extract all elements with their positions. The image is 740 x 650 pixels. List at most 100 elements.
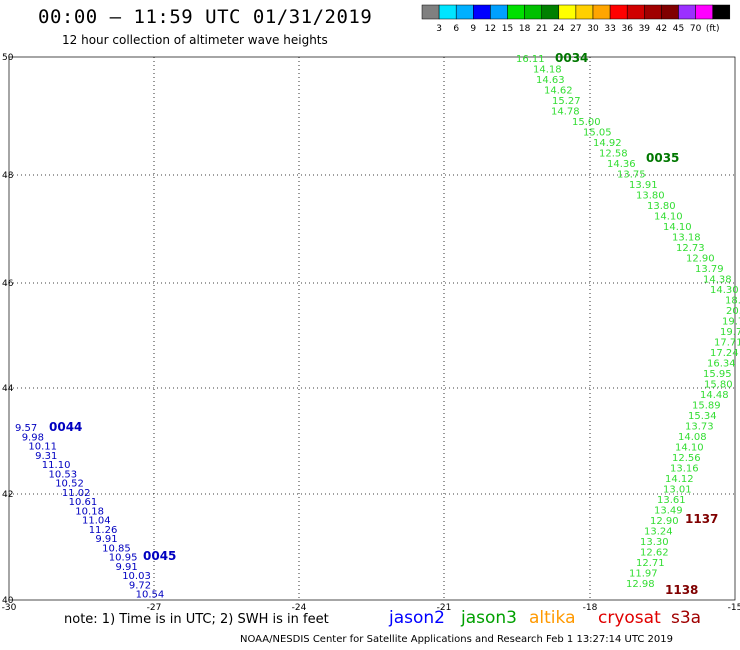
wave-height-label: 9.31 [35, 451, 57, 462]
wave-height-label: 13.30 [640, 537, 669, 548]
wave-height-label: 18.20 [725, 296, 740, 307]
pass-label: 0044 [49, 420, 82, 434]
satellite-name: jason2 [389, 608, 445, 628]
legend-swatch [712, 4, 731, 20]
wave-height-label: 13.80 [647, 201, 676, 212]
legend-label: 3 [436, 24, 442, 34]
wave-height-label: 14.48 [700, 390, 729, 401]
legend-label: 36 [621, 24, 633, 34]
wave-height-label: 10.54 [136, 590, 165, 601]
wave-height-label: 10.61 [69, 497, 98, 508]
legend-swatch [507, 4, 525, 20]
legend-label: 24 [553, 24, 565, 34]
pass-label: 1138 [665, 583, 698, 597]
wave-height-label: 12.98 [626, 579, 655, 590]
wave-height-label: 10.52 [55, 479, 84, 490]
legend-swatch [644, 4, 662, 20]
footer-credit: NOAA/NESDIS Center for Satellite Applica… [240, 634, 673, 645]
wave-height-label: 10.03 [122, 571, 151, 582]
wave-height-label: 11.26 [89, 525, 118, 536]
legend-label: 30 [587, 24, 599, 34]
wave-height-label: 15.95 [703, 369, 732, 380]
legend-swatch [438, 4, 457, 20]
y-tick-label: 42 [2, 490, 13, 500]
wave-height-label: 15.34 [688, 411, 717, 422]
wave-height-label: 9.91 [116, 562, 138, 573]
wave-height-label: 12.90 [686, 254, 715, 265]
wave-height-label: 17.24 [710, 348, 739, 359]
legend-label: 18 [519, 24, 531, 34]
wave-height-label: 14.63 [536, 75, 565, 86]
map-title: 00:00 – 11:59 UTC 01/31/2019 [38, 6, 373, 28]
wave-height-label: 11.10 [42, 460, 71, 471]
pass-label: 0035 [646, 151, 679, 165]
legend-label: 12 [485, 24, 496, 34]
wave-height-label: 13.79 [695, 264, 724, 275]
legend-swatch [524, 4, 542, 20]
map-grid [8, 56, 736, 601]
legend-swatch [421, 4, 440, 20]
wave-height-label: 9.91 [95, 534, 117, 545]
wave-height-label: 14.10 [675, 443, 704, 454]
legend-swatch [490, 4, 508, 20]
satellite-name: cryosat [598, 608, 661, 628]
x-tick-label: -18 [583, 603, 598, 613]
legend-swatch [455, 4, 474, 20]
wave-height-label: 13.61 [657, 495, 686, 506]
wave-height-label: 20.1 [726, 306, 740, 317]
y-tick-label: 44 [2, 384, 14, 394]
legend-swatch [609, 4, 628, 20]
satellite-name: jason3 [461, 608, 517, 628]
legend-swatch [473, 4, 491, 20]
map-subtitle: 12 hour collection of altimeter wave hei… [62, 33, 328, 47]
satellite-name: s3a [671, 608, 702, 628]
y-tick-label: 40 [2, 596, 14, 606]
legend-swatch [558, 4, 577, 20]
map-axes: -30 -27 -24 -21 -18 -15 40 42 44 46 48 50 [2, 53, 740, 613]
legend-label: (ft) [706, 24, 720, 34]
wave-height-label: 12.71 [636, 558, 665, 569]
wave-height-label: 10.53 [49, 469, 78, 480]
wave-height-label: 17.71 [714, 338, 740, 349]
pass-label: 0045 [143, 549, 176, 563]
wave-height-label: 13.91 [629, 180, 658, 191]
wave-height-label: 14.36 [607, 159, 636, 170]
wave-height-label: 14.92 [593, 138, 622, 149]
wave-height-label: 15.80 [704, 380, 733, 391]
y-tick-label: 46 [2, 279, 14, 289]
wave-height-label: 11.04 [82, 516, 111, 527]
legend-label: 33 [604, 24, 615, 34]
legend-label: 27 [570, 24, 581, 34]
wave-height-label: 10.11 [28, 442, 57, 453]
wave-height-label: 13.24 [644, 527, 673, 538]
legend-swatch [661, 4, 679, 20]
wave-height-label: 12.56 [672, 453, 701, 464]
wave-height-label: 14.08 [678, 432, 707, 443]
x-tick-label: -21 [437, 603, 452, 613]
pass-label: 1137 [685, 512, 718, 526]
legend-label: 15 [502, 24, 513, 34]
wave-height-label: 14.38 [703, 275, 732, 286]
wave-height-label: 13.73 [685, 422, 714, 433]
wave-height-label: 11.97 [629, 569, 658, 580]
legend-label: 45 [673, 24, 684, 34]
x-tick-label: -24 [292, 603, 307, 613]
wave-height-label: 11.02 [62, 488, 91, 499]
wave-height-label: 15.05 [583, 128, 612, 139]
wave-height-label: 16.11 [516, 54, 545, 65]
wave-height-label: 13.75 [617, 170, 646, 181]
legend-label: 21 [536, 24, 547, 34]
wave-height-label: 14.30 [710, 285, 739, 296]
x-tick-label: -27 [147, 603, 162, 613]
wave-height-label: 13.49 [654, 506, 683, 517]
y-tick-label: 48 [2, 171, 14, 181]
color-legend: 3 6 9 12 15 18 21 24 27 30 33 36 39 42 45 70 (ft) [421, 4, 731, 34]
legend-swatch [541, 4, 560, 20]
legend-label: 42 [656, 24, 667, 34]
pass-labels: 0034 0035 0044 0045 1137 1138 [49, 51, 718, 597]
wave-height-label: 19.7 [722, 317, 740, 328]
wave-height-label: 14.78 [551, 107, 580, 118]
wave-height-label: 12.62 [640, 548, 669, 559]
wave-height-label: 9.57 [15, 423, 37, 434]
